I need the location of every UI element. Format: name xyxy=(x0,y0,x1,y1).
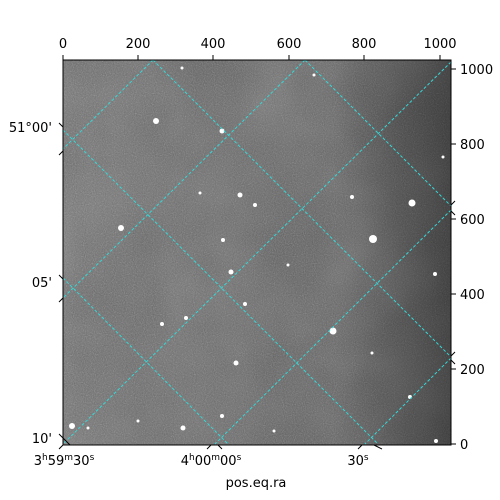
star xyxy=(220,414,224,418)
coordinate-grid xyxy=(63,60,451,445)
star xyxy=(369,235,377,243)
star xyxy=(233,360,239,366)
x-axis-title: pos.eq.ra xyxy=(226,476,287,491)
star xyxy=(253,203,257,207)
star xyxy=(198,191,202,195)
right-tick-label: 200 xyxy=(460,363,485,378)
star xyxy=(441,155,445,159)
star xyxy=(243,302,247,306)
star xyxy=(160,322,164,326)
right-tick-label: 600 xyxy=(460,213,485,228)
star xyxy=(118,225,124,231)
star xyxy=(272,429,276,433)
right-tick-label: 1000 xyxy=(460,63,493,78)
star xyxy=(329,327,337,335)
top-tick-label: 1000 xyxy=(423,37,456,52)
top-axis xyxy=(62,55,441,60)
left-tick-label: 10' xyxy=(32,432,52,447)
top-tick-label: 400 xyxy=(201,37,226,52)
bottom-tick-label: 30s xyxy=(347,453,369,469)
right-tick-label: 0 xyxy=(460,438,468,453)
right-tick-label: 800 xyxy=(460,138,485,153)
right-tick-label: 400 xyxy=(460,288,485,303)
star xyxy=(136,419,140,423)
star xyxy=(370,351,374,355)
right-axis xyxy=(451,68,456,445)
left-tick-label: 05' xyxy=(32,276,52,291)
star xyxy=(286,263,290,267)
bottom-tick-label: 4h00m00s xyxy=(181,453,242,469)
star xyxy=(69,423,75,429)
top-tick-label: 600 xyxy=(277,37,302,52)
top-tick-label: 0 xyxy=(59,37,67,52)
star-field xyxy=(69,66,445,443)
star xyxy=(184,316,188,320)
star xyxy=(180,66,184,70)
star xyxy=(228,269,234,275)
star xyxy=(312,73,316,77)
star xyxy=(219,128,225,134)
star xyxy=(434,439,438,443)
star xyxy=(86,426,90,430)
left-axis xyxy=(58,122,64,439)
star xyxy=(350,195,354,199)
star xyxy=(408,199,416,207)
star xyxy=(221,238,225,242)
plot-frame xyxy=(62,59,452,446)
left-tick-label: 51°00' xyxy=(9,121,52,136)
top-tick-label: 200 xyxy=(126,37,151,52)
star xyxy=(433,272,437,276)
top-tick-label: 800 xyxy=(352,37,377,52)
star xyxy=(180,425,186,431)
star xyxy=(153,118,159,124)
star xyxy=(237,192,243,198)
bottom-axis xyxy=(58,200,456,450)
bottom-tick-label: 3h59m30s xyxy=(34,453,95,469)
